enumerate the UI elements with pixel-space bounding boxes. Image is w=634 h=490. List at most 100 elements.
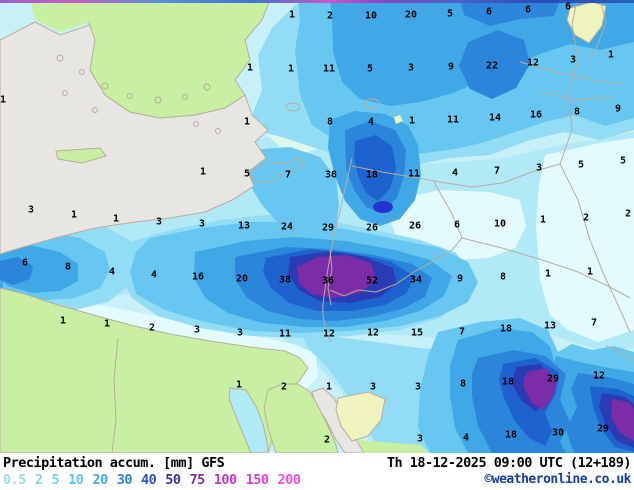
- land-dry-layer: [0, 0, 607, 453]
- grid-value: 1: [244, 117, 250, 128]
- datetime-label: Th 18-12-2025 09:00 UTC (12+189): [386, 454, 632, 471]
- grid-value: 14: [489, 113, 501, 124]
- grid-value: 8: [327, 117, 333, 128]
- grid-value: 7: [591, 318, 597, 329]
- grid-value: 1: [104, 319, 110, 330]
- grid-value: 13: [544, 321, 556, 332]
- grid-value: 4: [452, 168, 458, 179]
- grid-value: 16: [530, 110, 542, 121]
- grid-value: 5: [367, 64, 373, 75]
- top-contour-strip: [0, 0, 634, 3]
- grid-value: 1: [71, 210, 77, 221]
- grid-value: 20: [236, 274, 248, 285]
- grid-value: 3: [156, 217, 162, 228]
- grid-value: 5: [620, 156, 626, 167]
- grid-value: 9: [457, 274, 463, 285]
- grid-value: 38: [325, 170, 337, 181]
- grid-value: 1: [545, 269, 551, 280]
- grid-value: 2: [324, 435, 330, 446]
- grid-value: 1: [540, 215, 546, 226]
- grid-value: 3: [199, 219, 205, 230]
- grid-value: 26: [366, 223, 378, 234]
- grid-value: 7: [285, 170, 291, 181]
- product-label: Precipitation accum. [mm] GFS: [3, 454, 225, 471]
- legend-value: 10: [68, 471, 84, 488]
- grid-value: 3: [570, 55, 576, 66]
- grid-value: 1: [587, 267, 593, 278]
- grid-value: 1: [409, 116, 415, 127]
- grid-value: 4: [368, 117, 374, 128]
- grid-value: 8: [500, 272, 506, 283]
- legend-value: 40: [140, 471, 157, 488]
- legend-value: 75: [189, 471, 206, 488]
- grid-value: 7: [459, 327, 465, 338]
- grid-value: 1: [200, 167, 206, 178]
- legend-value: 0.5: [3, 471, 26, 488]
- grid-value: 11: [323, 64, 335, 75]
- grid-value: 3: [415, 382, 421, 393]
- grid-value: 2: [583, 213, 589, 224]
- grid-value: 3: [417, 434, 423, 445]
- grid-value: 15: [411, 328, 423, 339]
- grid-value: 24: [281, 222, 293, 233]
- grid-value: 8: [574, 107, 580, 118]
- legend-value: 200: [277, 471, 301, 488]
- grid-value: 12: [527, 58, 539, 69]
- grid-value: 4: [109, 267, 115, 278]
- grid-value: 22: [486, 61, 498, 72]
- grid-value: 29: [597, 424, 609, 435]
- grid-value: 3: [408, 63, 414, 74]
- grid-value: 3: [194, 325, 200, 336]
- grid-value: 1: [113, 214, 119, 225]
- grid-value: 1: [0, 95, 6, 106]
- grid-value: 5: [244, 169, 250, 180]
- grid-value: 3: [28, 205, 34, 216]
- legend-value: 100: [213, 471, 237, 488]
- grid-value: 2: [327, 11, 333, 22]
- grid-value: 11: [408, 169, 420, 180]
- grid-value: 3: [370, 382, 376, 393]
- grid-value: 12: [593, 371, 605, 382]
- legend-value: 150: [245, 471, 269, 488]
- grid-value: 10: [365, 11, 377, 22]
- precipitation-map: 1 2 10 20 5 6 6 61 1 11 5 3 9 22 12 3 111 8 4 1 11 14 16 8 91 5 7 3…: [0, 0, 634, 453]
- grid-value: 1: [289, 10, 295, 21]
- grid-value: 38: [279, 275, 291, 286]
- grid-value: 1: [60, 316, 66, 327]
- legend-scale: 0.5 2 5 10 20 30 40 50 75 100 150 200: [3, 471, 301, 488]
- grid-value: 36: [322, 276, 334, 287]
- grid-value: 18: [502, 377, 514, 388]
- grid-value: 6: [486, 7, 492, 18]
- caption-bar: Precipitation accum. [mm] GFS Th 18-12-2…: [0, 453, 634, 490]
- grid-value: 7: [494, 166, 500, 177]
- grid-value: 8: [65, 262, 71, 273]
- legend-value: 20: [92, 471, 108, 488]
- legend-value: 50: [165, 471, 181, 488]
- grid-value: 5: [447, 9, 453, 20]
- grid-value: 6: [525, 5, 531, 16]
- grid-value: 18: [500, 324, 512, 335]
- grid-value: 1: [608, 50, 614, 61]
- grid-value: 1: [326, 382, 332, 393]
- grid-value: 8: [460, 379, 466, 390]
- grid-value: 4: [463, 433, 469, 444]
- grid-value: 13: [238, 221, 250, 232]
- grid-value: 18: [366, 170, 378, 181]
- grid-value: 2: [625, 209, 631, 220]
- grid-value: 3: [536, 163, 542, 174]
- grid-value: 29: [547, 374, 559, 385]
- grid-values: 1 2 10 20 5 6 6 61 1 11 5 3 9 22 12 3 111 8 4 1 11 14 16 8 91 5 7 3…: [0, 2, 631, 446]
- grid-value: 20: [405, 10, 417, 21]
- grid-value: 1: [236, 380, 242, 391]
- grid-value: 5: [578, 160, 584, 171]
- grid-value: 16: [192, 272, 204, 283]
- legend-value: 5: [51, 471, 60, 488]
- grid-value: 6: [454, 220, 460, 231]
- grid-value: 1: [247, 63, 253, 74]
- grid-value: 12: [323, 329, 335, 340]
- coastlines-borders: [56, 0, 634, 453]
- grid-value: 30: [552, 428, 564, 439]
- grid-value: 2: [281, 382, 287, 393]
- grid-value: 12: [367, 328, 379, 339]
